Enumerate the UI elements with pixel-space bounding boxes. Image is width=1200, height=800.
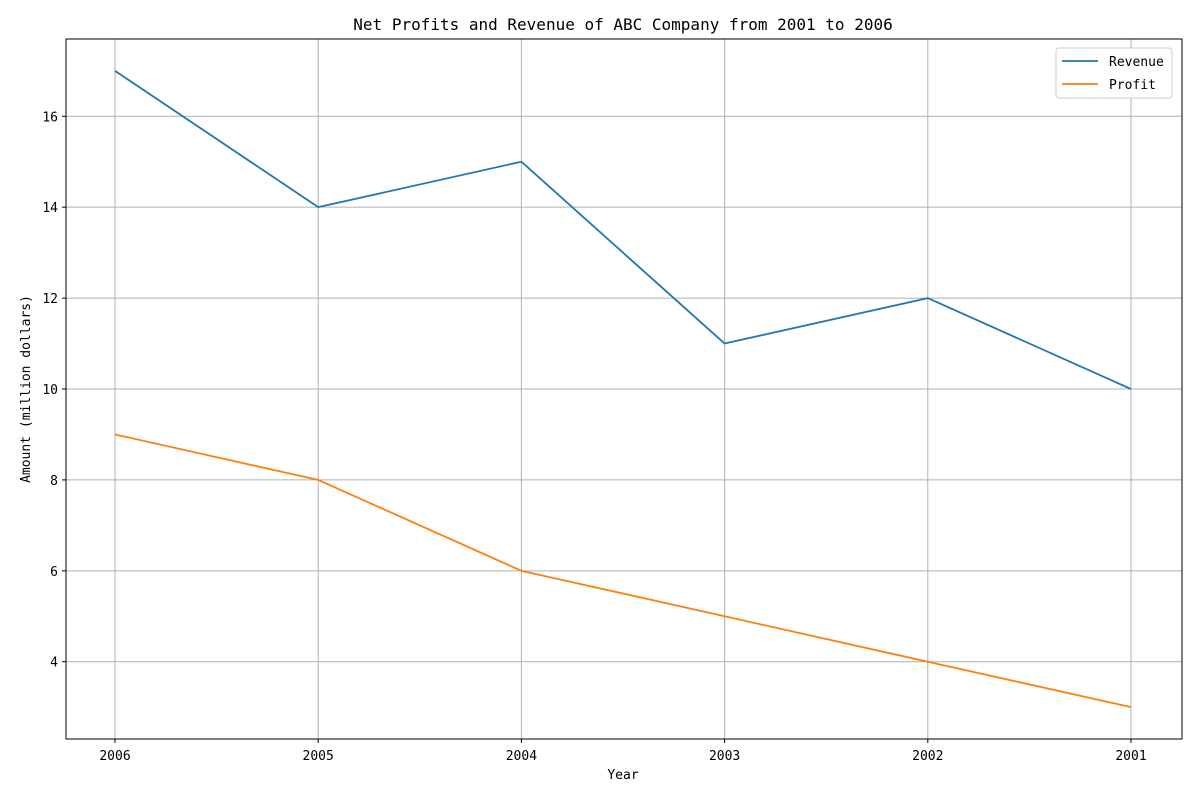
y-tick-label: 4 [50, 656, 58, 671]
legend-label-profit: Profit [1109, 78, 1156, 93]
series-line-revenue [114, 70, 1132, 390]
x-axis-ticks: 2006 2005 2004 2003 2002 2001 [99, 739, 1147, 764]
x-tick-label: 2003 [709, 749, 740, 764]
chart-title: Net Profits and Revenue of ABC Company f… [353, 15, 892, 34]
y-tick-label: 6 [50, 565, 58, 580]
x-tick-label: 2002 [912, 749, 943, 764]
legend: Revenue Profit [1055, 47, 1173, 99]
y-tick-label: 14 [42, 201, 58, 216]
x-tick-label: 2005 [303, 749, 334, 764]
series-line-profit [114, 433, 1132, 709]
x-tick-label: 2006 [99, 749, 130, 764]
x-tick-label: 2001 [1115, 749, 1146, 764]
y-tick-label: 12 [42, 292, 58, 307]
legend-label-revenue: Revenue [1109, 55, 1164, 70]
x-tick-label: 2004 [506, 749, 537, 764]
series-lines [114, 70, 1132, 709]
y-tick-label: 10 [42, 383, 58, 398]
x-axis-label: Year [607, 768, 638, 783]
y-tick-label: 16 [42, 110, 58, 125]
y-axis-label: Amount (million dollars) [19, 295, 34, 483]
y-tick-label: 8 [50, 474, 58, 489]
y-axis-ticks: 4 6 8 10 12 14 16 [42, 110, 66, 671]
legend-items: Revenue Profit [1062, 55, 1164, 93]
